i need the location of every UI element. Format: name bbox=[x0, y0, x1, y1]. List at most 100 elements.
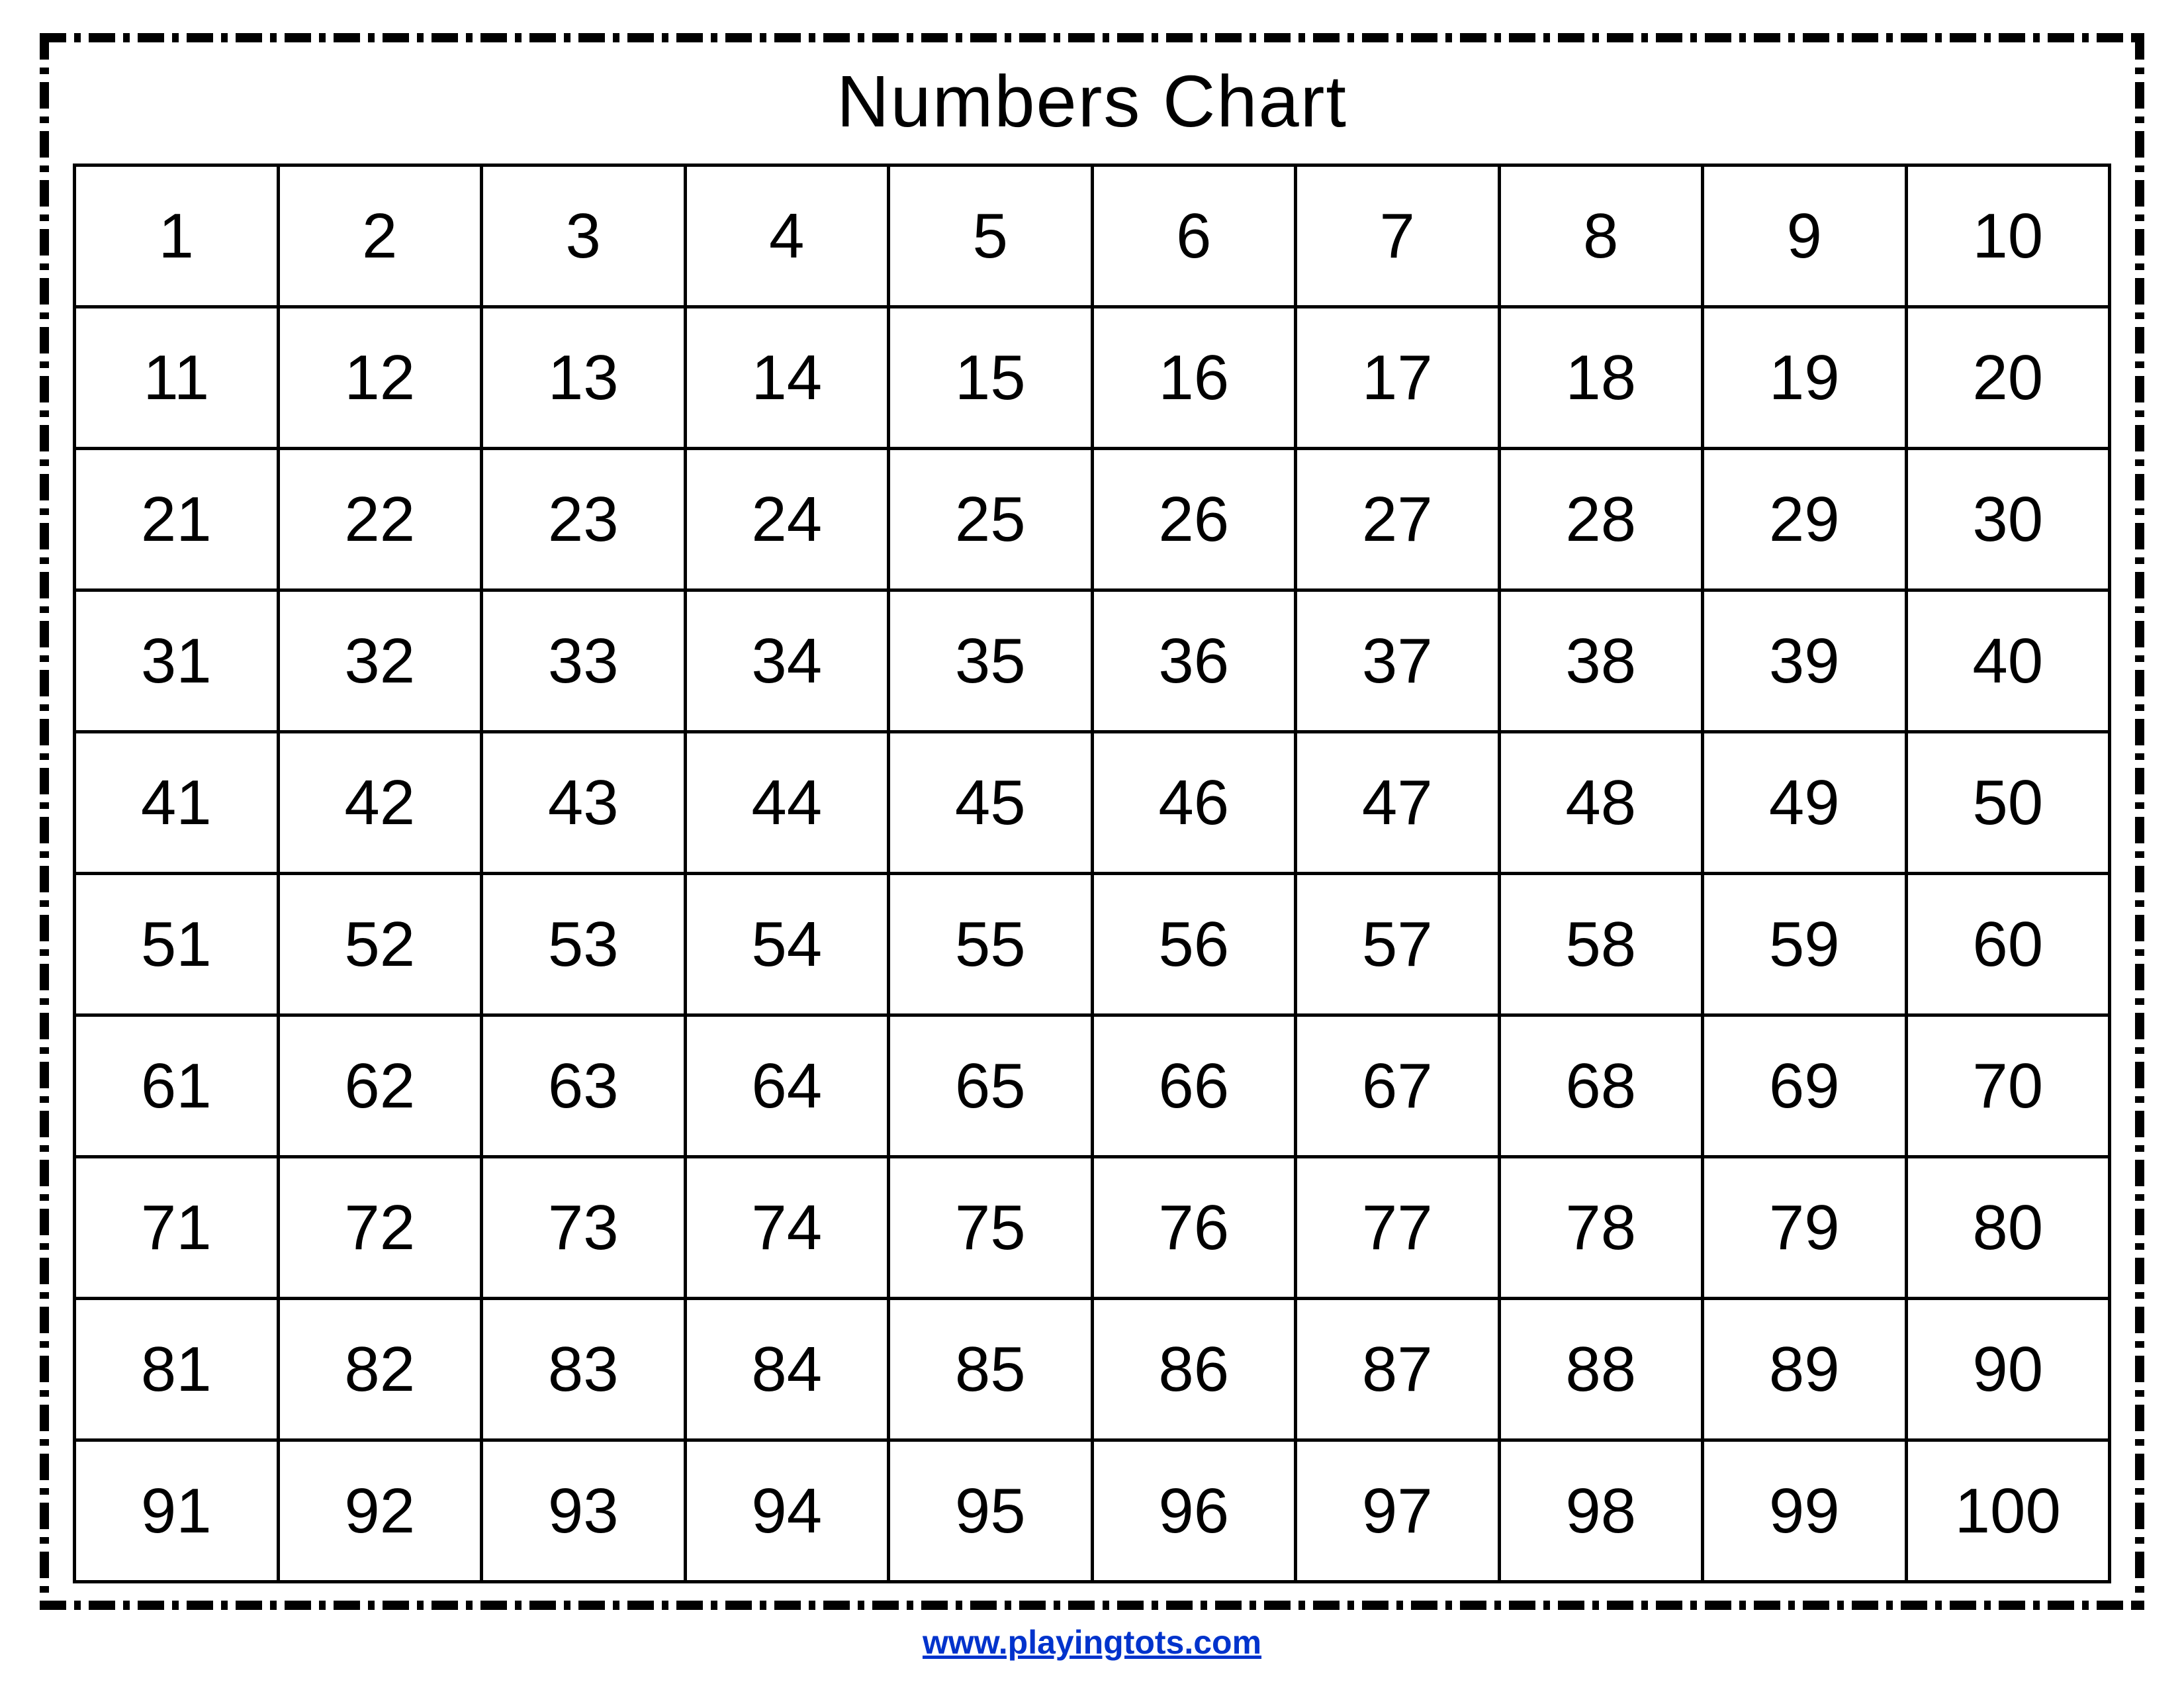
number-cell: 89 bbox=[1703, 1299, 1907, 1440]
number-cell: 28 bbox=[1499, 449, 1703, 590]
number-cell: 90 bbox=[1906, 1299, 2110, 1440]
number-cell: 76 bbox=[1092, 1157, 1296, 1299]
number-cell: 60 bbox=[1906, 874, 2110, 1015]
footer-link-text: www.playingtots.com bbox=[40, 1623, 2144, 1662]
number-cell: 59 bbox=[1703, 874, 1907, 1015]
table-row: 12345678910 bbox=[75, 165, 2110, 307]
table-row: 61626364656667686970 bbox=[75, 1015, 2110, 1157]
number-cell: 31 bbox=[75, 590, 279, 732]
decorative-border-top bbox=[40, 33, 2144, 42]
number-cell: 78 bbox=[1499, 1157, 1703, 1299]
number-cell: 13 bbox=[482, 307, 686, 449]
number-cell: 77 bbox=[1296, 1157, 1500, 1299]
number-cell: 17 bbox=[1296, 307, 1500, 449]
number-cell: 34 bbox=[685, 590, 889, 732]
number-cell: 80 bbox=[1906, 1157, 2110, 1299]
number-cell: 11 bbox=[75, 307, 279, 449]
number-cell: 3 bbox=[482, 165, 686, 307]
number-cell: 61 bbox=[75, 1015, 279, 1157]
number-cell: 9 bbox=[1703, 165, 1907, 307]
number-cell: 62 bbox=[278, 1015, 482, 1157]
number-cell: 42 bbox=[278, 732, 482, 874]
number-cell: 4 bbox=[685, 165, 889, 307]
table-row: 81828384858687888990 bbox=[75, 1299, 2110, 1440]
number-cell: 52 bbox=[278, 874, 482, 1015]
number-cell: 6 bbox=[1092, 165, 1296, 307]
number-cell: 26 bbox=[1092, 449, 1296, 590]
decorative-border-bottom bbox=[40, 1601, 2144, 1610]
number-cell: 36 bbox=[1092, 590, 1296, 732]
number-cell: 72 bbox=[278, 1157, 482, 1299]
number-cell: 24 bbox=[685, 449, 889, 590]
number-cell: 7 bbox=[1296, 165, 1500, 307]
number-cell: 35 bbox=[889, 590, 1093, 732]
number-cell: 83 bbox=[482, 1299, 686, 1440]
number-cell: 27 bbox=[1296, 449, 1500, 590]
number-cell: 12 bbox=[278, 307, 482, 449]
number-cell: 70 bbox=[1906, 1015, 2110, 1157]
number-cell: 84 bbox=[685, 1299, 889, 1440]
table-row: 11121314151617181920 bbox=[75, 307, 2110, 449]
number-cell: 54 bbox=[685, 874, 889, 1015]
number-cell: 68 bbox=[1499, 1015, 1703, 1157]
table-row: 21222324252627282930 bbox=[75, 449, 2110, 590]
number-cell: 14 bbox=[685, 307, 889, 449]
number-cell: 85 bbox=[889, 1299, 1093, 1440]
number-cell: 46 bbox=[1092, 732, 1296, 874]
number-cell: 38 bbox=[1499, 590, 1703, 732]
table-row: 51525354555657585960 bbox=[75, 874, 2110, 1015]
number-cell: 93 bbox=[482, 1440, 686, 1582]
number-cell: 32 bbox=[278, 590, 482, 732]
number-cell: 73 bbox=[482, 1157, 686, 1299]
numbers-table: 1234567891011121314151617181920212223242… bbox=[73, 164, 2111, 1583]
number-cell: 53 bbox=[482, 874, 686, 1015]
decorative-border-right bbox=[2135, 33, 2144, 1610]
number-cell: 63 bbox=[482, 1015, 686, 1157]
number-cell: 2 bbox=[278, 165, 482, 307]
number-cell: 45 bbox=[889, 732, 1093, 874]
table-row: 919293949596979899100 bbox=[75, 1440, 2110, 1582]
number-cell: 25 bbox=[889, 449, 1093, 590]
number-cell: 55 bbox=[889, 874, 1093, 1015]
number-cell: 47 bbox=[1296, 732, 1500, 874]
number-cell: 94 bbox=[685, 1440, 889, 1582]
number-cell: 22 bbox=[278, 449, 482, 590]
number-cell: 16 bbox=[1092, 307, 1296, 449]
number-cell: 29 bbox=[1703, 449, 1907, 590]
number-cell: 8 bbox=[1499, 165, 1703, 307]
number-cell: 67 bbox=[1296, 1015, 1500, 1157]
number-cell: 99 bbox=[1703, 1440, 1907, 1582]
number-cell: 82 bbox=[278, 1299, 482, 1440]
number-cell: 81 bbox=[75, 1299, 279, 1440]
number-cell: 18 bbox=[1499, 307, 1703, 449]
number-cell: 69 bbox=[1703, 1015, 1907, 1157]
number-cell: 5 bbox=[889, 165, 1093, 307]
number-cell: 40 bbox=[1906, 590, 2110, 732]
table-row: 41424344454647484950 bbox=[75, 732, 2110, 874]
number-cell: 39 bbox=[1703, 590, 1907, 732]
number-cell: 15 bbox=[889, 307, 1093, 449]
number-cell: 21 bbox=[75, 449, 279, 590]
number-cell: 30 bbox=[1906, 449, 2110, 590]
number-cell: 48 bbox=[1499, 732, 1703, 874]
number-cell: 79 bbox=[1703, 1157, 1907, 1299]
number-cell: 33 bbox=[482, 590, 686, 732]
number-cell: 43 bbox=[482, 732, 686, 874]
number-cell: 58 bbox=[1499, 874, 1703, 1015]
number-cell: 23 bbox=[482, 449, 686, 590]
number-cell: 20 bbox=[1906, 307, 2110, 449]
number-cell: 95 bbox=[889, 1440, 1093, 1582]
number-cell: 66 bbox=[1092, 1015, 1296, 1157]
decorative-border-left bbox=[40, 33, 49, 1610]
number-cell: 96 bbox=[1092, 1440, 1296, 1582]
number-cell: 74 bbox=[685, 1157, 889, 1299]
number-cell: 98 bbox=[1499, 1440, 1703, 1582]
number-cell: 64 bbox=[685, 1015, 889, 1157]
number-cell: 65 bbox=[889, 1015, 1093, 1157]
number-cell: 19 bbox=[1703, 307, 1907, 449]
number-cell: 44 bbox=[685, 732, 889, 874]
number-cell: 87 bbox=[1296, 1299, 1500, 1440]
table-row: 71727374757677787980 bbox=[75, 1157, 2110, 1299]
number-cell: 10 bbox=[1906, 165, 2110, 307]
number-cell: 88 bbox=[1499, 1299, 1703, 1440]
